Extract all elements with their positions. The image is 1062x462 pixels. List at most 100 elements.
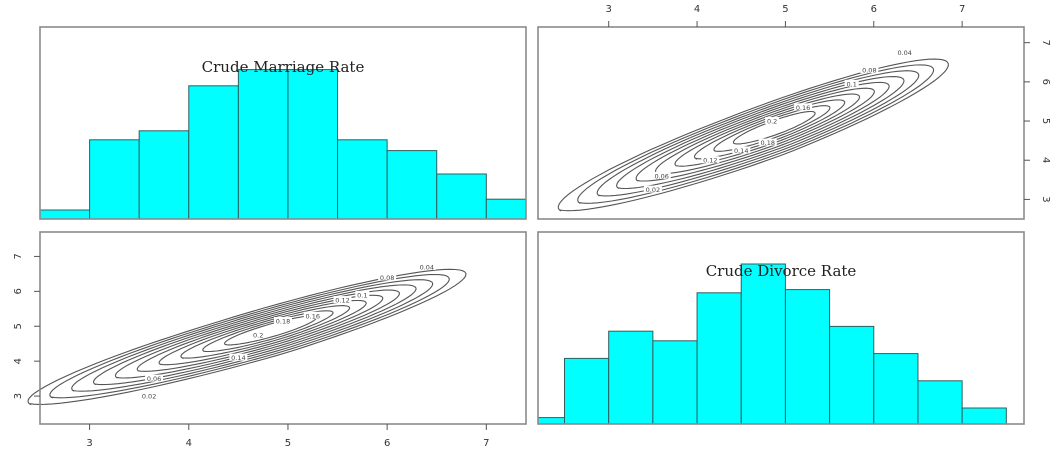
contour-label-background [643,185,662,193]
contour-lines-bottom-left: 0.02 0.06 0.14 0.2 0.18 0.16 0.12 0.1 0.08 0.04 [27,262,467,406]
contour-label-background [860,66,879,74]
y-axis-tick-label: 5 [13,323,24,329]
contour-label: 0.2 [253,331,263,339]
y-axis-tick-label: 4 [1040,157,1051,163]
contour-label-background [333,296,352,304]
contour-label-background [303,311,322,319]
contour-label: 0.08 [862,67,876,75]
contour-label: 0.16 [796,104,810,112]
contour-label-background [732,146,751,154]
x-axis-tick-label: 3 [86,438,92,449]
contour-label: 0.06 [654,172,668,180]
histogram-bar [188,85,239,220]
contour-line [71,279,434,392]
y-axis-tick-label: 5 [1040,118,1051,124]
contour-line [557,58,949,212]
y-axis-tick-label: 7 [1040,39,1051,45]
contour-label-background [140,392,159,400]
contour-axes-bottom-left: 3 4 5 6 7 3 4 5 6 7 [13,253,490,449]
x-axis-tick-label: 4 [186,438,192,449]
histogram-bar [39,209,91,220]
histogram-bar [784,289,831,425]
contour-axes-top-right: 3 4 5 6 7 3 4 5 6 7 [606,4,1051,203]
contour-frame-top-right [537,26,1025,220]
contour-line [114,289,400,379]
contour-label-background [274,317,292,325]
y-axis-tick-label: 7 [13,253,24,259]
contour-label-background [895,48,914,56]
x-axis-tick-label: 5 [285,438,291,449]
contour-line [577,64,935,204]
contour-label-background [758,138,777,146]
contour-label: 0.14 [231,354,245,362]
contour-line [27,268,467,406]
divorce-histogram-frame [537,231,1025,425]
histogram-bar [337,139,388,220]
contour-label-background [765,117,780,125]
y-axis-tick-label: 3 [13,393,24,399]
contour-label: 0.18 [276,318,290,326]
divorce-histogram-title: Crude Divorce Rate [706,262,857,280]
contour-line [635,81,890,182]
histogram-bar [740,263,786,425]
contour-line [93,284,417,386]
contour-label: 0.16 [306,312,320,320]
contour-label-background [355,290,370,298]
y-axis-tick-label: 4 [13,358,24,364]
histogram-bar [287,69,339,220]
contour-line [136,294,384,372]
marriage-histogram-title: Crude Marriage Rate [202,58,365,76]
contour-label: 0.1 [357,291,367,299]
contour-label-background [229,353,248,361]
contour-label: 0.14 [734,147,748,155]
contour-panel-top-right: 0.02 0.06 0.12 0.14 0.18 0.2 0.16 0.1 0.08 0.04 3… [537,4,1051,220]
x-axis-tick-label: 7 [959,4,965,15]
contour-line [713,105,831,152]
histogram-bar [386,150,438,220]
contour-label-background [378,273,397,281]
contour-lines-top-right: 0.02 0.06 0.12 0.14 0.18 0.2 0.16 0.1 0.08 0.04 [557,48,949,212]
contour-label: 0.12 [703,157,717,165]
y-axis-tick-label: 3 [1040,196,1051,202]
histogram-bar [696,292,742,425]
contour-label-background [145,374,164,382]
x-axis-tick-label: 3 [606,4,612,15]
histogram-bar [138,130,190,220]
x-axis-tick-label: 6 [871,4,877,15]
histogram-bar [829,325,875,425]
y-axis-tick-label: 6 [1040,79,1051,85]
contour-label-background [844,79,859,87]
contour-label: 0.18 [761,139,775,147]
contour-label: 0.02 [646,186,660,194]
contour-label: 0.2 [767,118,777,126]
contour-frame-bottom-left [39,231,527,425]
contour-label: 0.08 [380,274,394,282]
histogram-bar [537,417,566,425]
marriage-histogram-panel: Crude Marriage Rate [39,26,527,220]
contour-label-background [251,330,266,338]
histogram-bar [89,139,140,220]
histogram-bar [436,173,487,220]
contour-panel-bottom-left: 0.02 0.06 0.14 0.2 0.18 0.16 0.12 0.1 0.08 0.04 3… [13,231,527,449]
contour-line [616,76,905,190]
histogram-bar [237,69,289,220]
divorce-histogram-bars [537,263,1007,425]
histogram-bar [485,198,527,220]
histogram-bar [608,330,654,425]
contour-line [49,273,450,399]
contour-line [596,70,920,197]
contour-label: 0.1 [847,80,857,88]
contour-line [180,305,351,360]
histogram-bar [917,380,963,425]
contour-label: 0.06 [147,375,161,383]
y-axis-tick-label: 6 [13,288,24,294]
x-axis-tick-label: 5 [782,4,788,15]
histogram-bar [961,407,1007,425]
divorce-histogram-panel: Crude Divorce Rate [537,231,1025,425]
marriage-histogram-frame [39,26,527,220]
contour-label-background [701,156,720,164]
contour-label-background [794,103,813,111]
x-axis-tick-label: 7 [483,438,489,449]
histogram-bar [652,340,698,425]
